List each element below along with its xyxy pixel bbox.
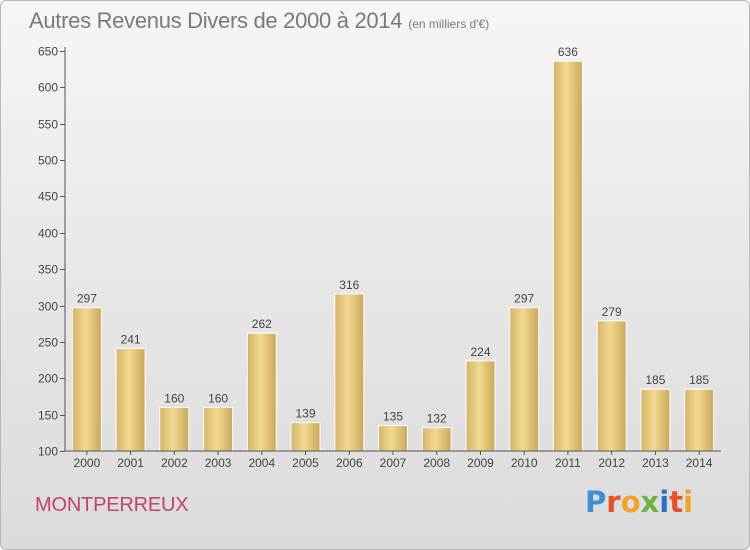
bar — [684, 388, 715, 452]
x-axis: 2000 2001 2002 2003 2004 2005 2006 2007 2008 2009… — [65, 450, 721, 470]
bar — [421, 427, 452, 452]
data-label: 139 — [295, 407, 315, 421]
data-label: 279 — [602, 305, 622, 319]
bar — [552, 60, 583, 452]
x-tick-label: 2002 — [161, 456, 188, 470]
y-tick-label: 550 — [38, 118, 58, 132]
y-tick-label: 650 — [38, 45, 58, 59]
bar — [509, 307, 540, 452]
proxiti-logo: Proxiti — [585, 488, 693, 517]
bar — [246, 332, 277, 452]
x-tick-label: 2001 — [117, 456, 144, 470]
y-tick-label: 300 — [38, 300, 58, 314]
title-main: Autres Revenus Divers de 2000 à 2014 — [29, 8, 403, 33]
bar — [465, 360, 496, 452]
data-label: 241 — [121, 333, 141, 347]
data-label: 262 — [252, 317, 272, 331]
data-label: 316 — [339, 278, 359, 292]
data-label: 185 — [645, 373, 665, 387]
x-tick-label: 2012 — [598, 456, 625, 470]
logo-letter: i — [659, 485, 670, 519]
title-unit: (en milliers d'€) — [408, 17, 490, 31]
data-label: 135 — [383, 410, 403, 424]
bar — [290, 422, 321, 452]
data-label: 297 — [514, 292, 534, 306]
bar — [596, 320, 627, 452]
y-tick-label: 150 — [38, 409, 58, 423]
bar — [334, 293, 365, 452]
x-tick-label: 2010 — [511, 456, 538, 470]
x-tick-label: 2011 — [555, 456, 581, 470]
logo-letter: o — [620, 485, 641, 519]
logo-letter: P — [585, 485, 607, 519]
data-label: 132 — [427, 412, 447, 426]
y-tick-label: 350 — [38, 263, 58, 277]
chart-title: Autres Revenus Divers de 2000 à 2014 (en … — [29, 8, 489, 34]
bar — [115, 348, 146, 452]
logo-letter: x — [640, 485, 660, 519]
logo-letter: r — [606, 485, 621, 519]
x-tick-label: 2004 — [248, 456, 275, 470]
data-label: 297 — [77, 292, 97, 306]
data-label: 185 — [689, 373, 709, 387]
x-tick-label: 2006 — [336, 456, 363, 470]
bar — [378, 425, 408, 452]
x-tick-label: 2005 — [292, 456, 319, 470]
y-tick-label: 500 — [38, 154, 58, 168]
x-tick-label: 2000 — [74, 456, 101, 470]
y-tick-label: 600 — [38, 81, 58, 95]
logo-letter: i — [683, 485, 694, 519]
bar — [203, 406, 234, 452]
logo-letter: t — [669, 485, 684, 519]
data-label: 224 — [470, 345, 490, 359]
data-label: 636 — [558, 45, 578, 59]
x-tick-label: 2014 — [686, 456, 713, 470]
x-tick-label: 2008 — [423, 456, 450, 470]
y-tick-label: 100 — [38, 445, 58, 459]
x-tick-label: 2013 — [642, 456, 669, 470]
bar — [159, 406, 190, 452]
y-tick-label: 400 — [38, 227, 58, 241]
y-axis: 100 150 200 250 300 350 400 450 500 550 600 650 — [38, 45, 66, 459]
y-tick-label: 450 — [38, 190, 58, 204]
x-tick-label: 2003 — [205, 456, 232, 470]
bars: 297 241 160 160 262 139 316 135 132 224 297 636 279 1… — [71, 45, 715, 452]
data-label: 160 — [164, 391, 184, 405]
y-tick-label: 200 — [38, 372, 58, 386]
place-name: MONTPERREUX — [35, 494, 189, 516]
bar — [71, 307, 102, 452]
x-tick-label: 2007 — [380, 456, 407, 470]
y-tick-label: 250 — [38, 336, 58, 350]
bar — [640, 388, 671, 452]
x-tick-label: 2009 — [467, 456, 494, 470]
data-label: 160 — [208, 391, 228, 405]
